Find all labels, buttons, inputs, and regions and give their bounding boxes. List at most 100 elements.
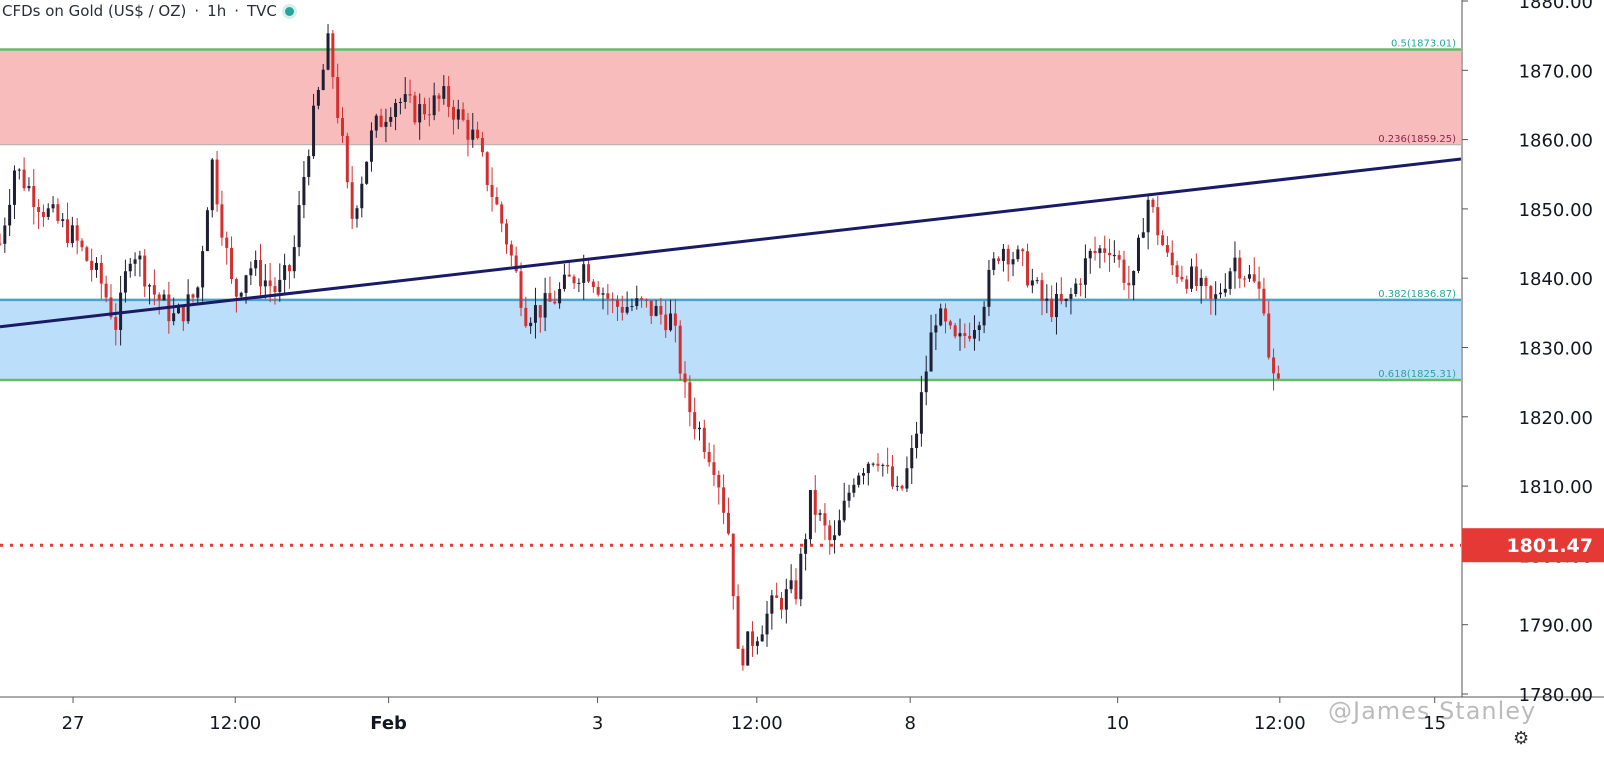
candle-body xyxy=(1122,259,1126,283)
fib-label: 0.5(1873.01) xyxy=(1391,38,1456,49)
candle-body xyxy=(823,513,827,526)
candle-body xyxy=(1026,251,1030,286)
candle-body xyxy=(1006,248,1010,265)
candle-body xyxy=(654,305,658,316)
candle-body xyxy=(119,292,123,330)
candle-body xyxy=(326,33,330,70)
candle-body xyxy=(519,271,523,308)
candle-body xyxy=(615,299,619,307)
candle-body xyxy=(1180,276,1184,280)
candle-body xyxy=(765,613,769,635)
candle-body xyxy=(538,305,542,318)
candle-body xyxy=(669,313,673,331)
candle-body xyxy=(17,169,21,171)
candle-body xyxy=(862,473,866,476)
candle-body xyxy=(1040,280,1044,301)
candle-body xyxy=(268,280,272,287)
candle-body xyxy=(620,306,624,313)
candle-body xyxy=(90,260,94,270)
candle-body xyxy=(1252,274,1256,282)
candle-body xyxy=(963,333,967,336)
candle-body xyxy=(553,301,557,304)
candle-body xyxy=(287,265,291,272)
candle-body xyxy=(972,329,976,339)
candle-body xyxy=(1141,232,1145,238)
candle-body xyxy=(1257,281,1261,289)
candle-body xyxy=(3,225,7,244)
candle-body xyxy=(51,204,55,209)
candle-body xyxy=(123,271,127,293)
y-tick-label: 1850.00 xyxy=(1519,200,1593,221)
candle-body xyxy=(688,382,692,413)
candle-body xyxy=(239,292,243,297)
candle-body xyxy=(22,169,26,189)
candle-body xyxy=(1136,237,1140,271)
fib-label: 0.618(1825.31) xyxy=(1378,369,1456,380)
candle-body xyxy=(890,466,894,487)
fib-label: 0.382(1836.87) xyxy=(1378,289,1456,300)
candle-body xyxy=(1016,249,1020,260)
candle-body xyxy=(408,94,412,96)
candle-body xyxy=(423,104,427,115)
candle-body xyxy=(1112,255,1116,257)
candle-body xyxy=(1045,298,1049,301)
candle-body xyxy=(466,119,470,140)
candle-body xyxy=(982,306,986,326)
chart-header: CFDs on Gold (US$ / OZ) · 1h · TVC xyxy=(2,2,294,20)
candle-body xyxy=(157,294,161,301)
candle-body xyxy=(1161,235,1165,246)
candle-body xyxy=(1267,313,1271,358)
candle-body xyxy=(644,299,648,301)
candle-body xyxy=(258,260,262,287)
candle-body xyxy=(895,485,899,487)
candle-body xyxy=(297,205,301,248)
candle-body xyxy=(717,474,721,488)
x-tick-label: 27 xyxy=(62,713,85,734)
candle-body xyxy=(133,259,137,264)
x-tick-label: Feb xyxy=(370,713,407,734)
candle-body xyxy=(789,580,793,590)
candle-body xyxy=(596,286,600,295)
candle-body xyxy=(302,176,306,206)
candle-body xyxy=(697,427,701,430)
candle-body xyxy=(205,210,209,252)
candle-body xyxy=(601,293,605,295)
candle-body xyxy=(505,223,509,245)
source-label: TVC xyxy=(247,2,277,20)
candle-body xyxy=(533,305,537,323)
candle-body xyxy=(1146,199,1150,233)
candle-body xyxy=(369,130,373,162)
gear-icon[interactable]: ⚙ xyxy=(1513,728,1530,749)
candle-body xyxy=(1190,266,1194,289)
candle-body xyxy=(857,475,861,485)
candle-body xyxy=(953,325,957,337)
candle-body xyxy=(760,634,764,642)
candle-body xyxy=(1108,252,1112,256)
candle-body xyxy=(1151,199,1155,208)
candle-body xyxy=(186,294,190,322)
candle-body xyxy=(1204,277,1208,287)
candle-body xyxy=(263,280,267,287)
candle-body xyxy=(543,293,547,318)
candle-body xyxy=(755,641,759,646)
candle-body xyxy=(1209,286,1213,299)
candle-body xyxy=(977,325,981,330)
candle-body xyxy=(635,298,639,307)
candle-body xyxy=(794,580,798,600)
candle-body xyxy=(731,533,735,597)
candle-body xyxy=(746,631,750,666)
candle-body xyxy=(1223,288,1227,293)
symbol-name[interactable]: CFDs on Gold (US$ / OZ) xyxy=(2,2,187,20)
candle-body xyxy=(1011,259,1015,265)
candle-body xyxy=(582,264,586,283)
candle-body xyxy=(1272,357,1276,374)
candle-body xyxy=(1050,298,1054,318)
candle-body xyxy=(799,553,803,600)
candle-body xyxy=(924,371,928,393)
interval-label[interactable]: 1h xyxy=(207,2,227,20)
candle-body xyxy=(1064,298,1068,302)
candle-body xyxy=(813,490,817,515)
candle-body xyxy=(548,293,552,302)
candle-body xyxy=(80,240,84,248)
